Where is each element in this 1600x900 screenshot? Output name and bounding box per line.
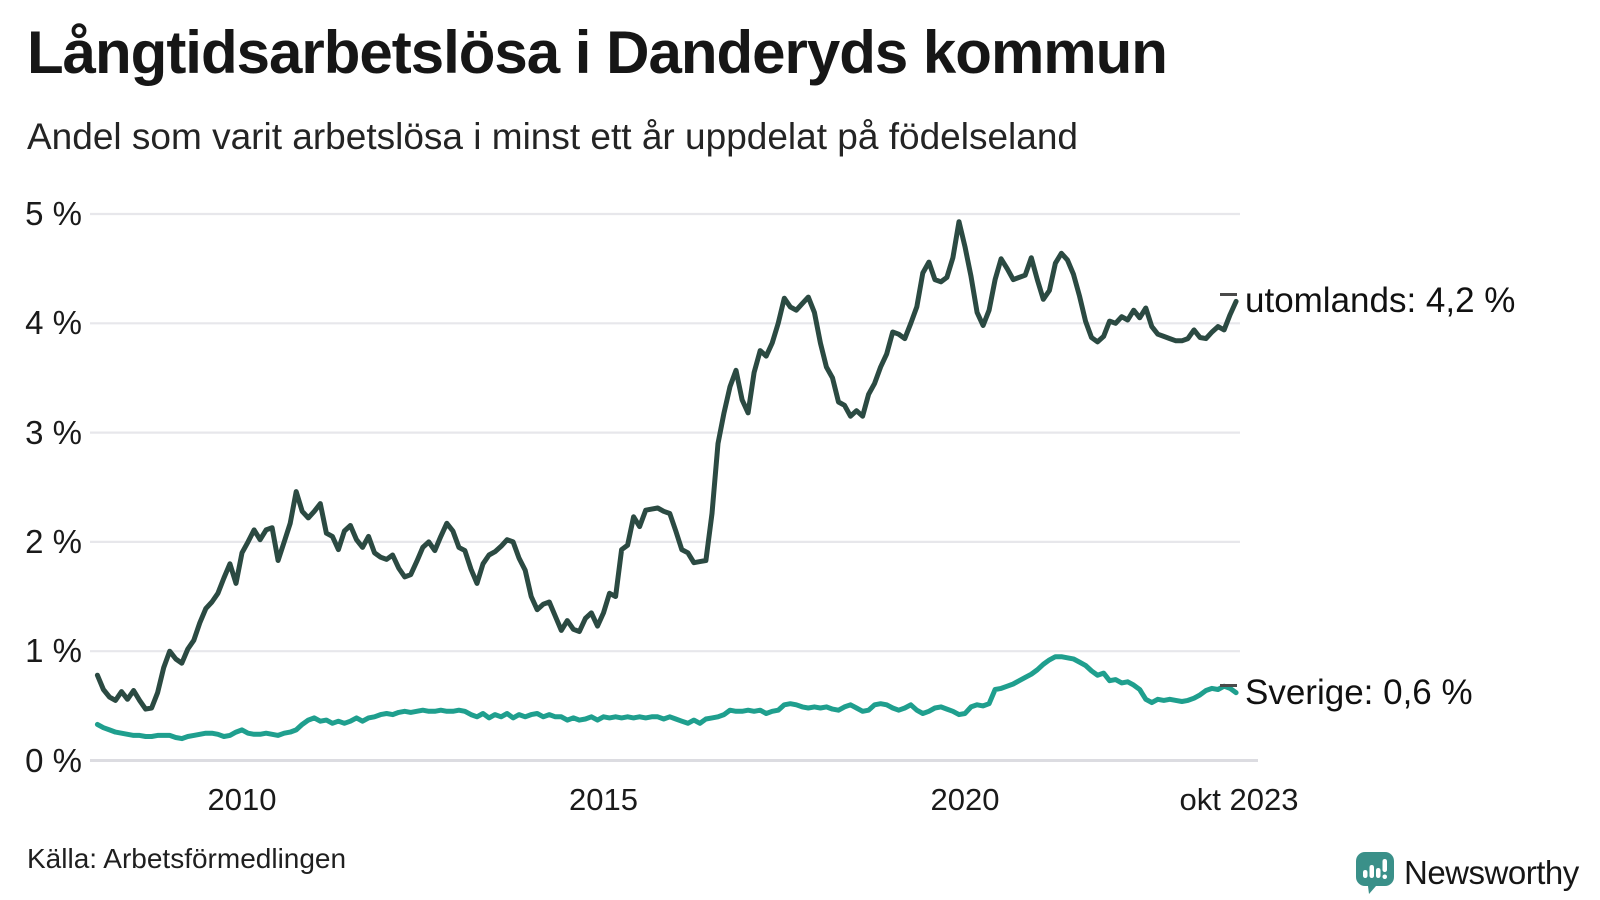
newsworthy-icon xyxy=(1356,852,1394,894)
newsworthy-wordmark: Newsworthy xyxy=(1404,854,1579,891)
y-tick-label-4: 4 % xyxy=(25,304,82,342)
leader-dash xyxy=(1220,292,1237,296)
y-tick-label-3: 3 % xyxy=(25,413,82,451)
x-tick-label-2015: 2015 xyxy=(569,782,638,817)
y-tick-label-5: 5 % xyxy=(25,195,82,232)
series-label-utomlands: utomlands: 4,2 % xyxy=(1220,277,1515,325)
leader-dash xyxy=(1220,684,1237,688)
chart-title: Långtidsarbetslösa i Danderyds kommun xyxy=(27,19,1168,86)
series-label-utomlands-text: utomlands: 4,2 % xyxy=(1245,281,1516,321)
x-tick-label-2010: 2010 xyxy=(207,782,277,817)
y-tick-label-0: 0 % xyxy=(25,741,82,779)
y-tick-label-1: 1 % xyxy=(25,632,82,670)
y-tick-label-2: 2 % xyxy=(25,522,82,560)
series-label-sverige-text: Sverige: 0,6 % xyxy=(1245,672,1473,712)
newsworthy-logo: Newsworthy xyxy=(1356,852,1579,894)
series-label-sverige: Sverige: 0,6 % xyxy=(1220,669,1473,717)
chart-subtitle: Andel som varit arbetslösa i minst ett å… xyxy=(27,116,1078,157)
x-tick-label-2020: 2020 xyxy=(930,782,1000,817)
source-note: Källa: Arbetsförmedlingen xyxy=(27,843,347,874)
series-line-utomlands xyxy=(94,219,1239,712)
series-line-sverige xyxy=(94,654,1239,742)
x-tick-label-okt-2023: okt 2023 xyxy=(1179,782,1299,817)
